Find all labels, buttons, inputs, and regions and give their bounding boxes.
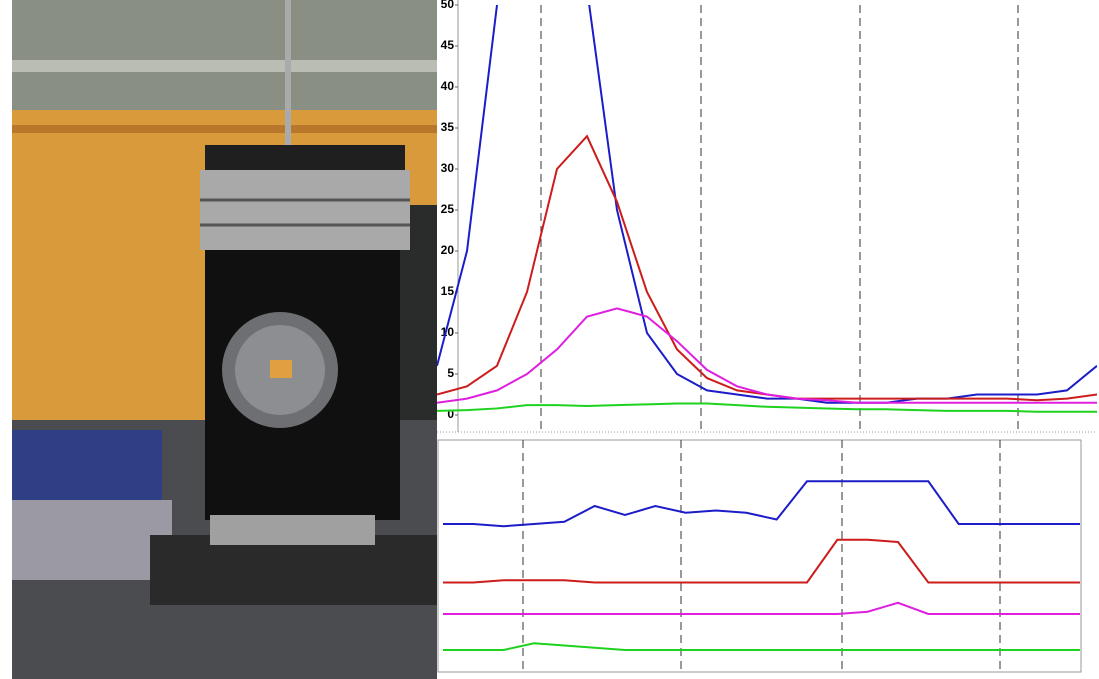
series-line (443, 538, 1080, 584)
plot-lines (437, 5, 1097, 413)
y-tick-label: 25 (441, 202, 455, 216)
y-tick-label: 30 (441, 161, 455, 175)
y-tick-label: 40 (441, 79, 455, 93)
series-line (437, 134, 1097, 402)
series-line (443, 642, 1080, 651)
photo (12, 0, 437, 679)
y-tick-label: 0 (447, 407, 454, 421)
series-line (437, 402, 1097, 413)
y-tick-label: 35 (441, 120, 455, 134)
y-tick-label: 45 (441, 38, 455, 52)
series-line (443, 601, 1080, 615)
y-tick-label: 5 (447, 366, 454, 380)
series-line (437, 307, 1097, 404)
series-line (443, 480, 1080, 528)
y-tick-label: 15 (441, 284, 455, 298)
plot-frame (437, 439, 1082, 673)
plot-lines (443, 480, 1080, 651)
y-tick-label: 50 (441, 0, 455, 11)
y-tick-label: 20 (441, 243, 455, 257)
series-line (437, 5, 1097, 404)
